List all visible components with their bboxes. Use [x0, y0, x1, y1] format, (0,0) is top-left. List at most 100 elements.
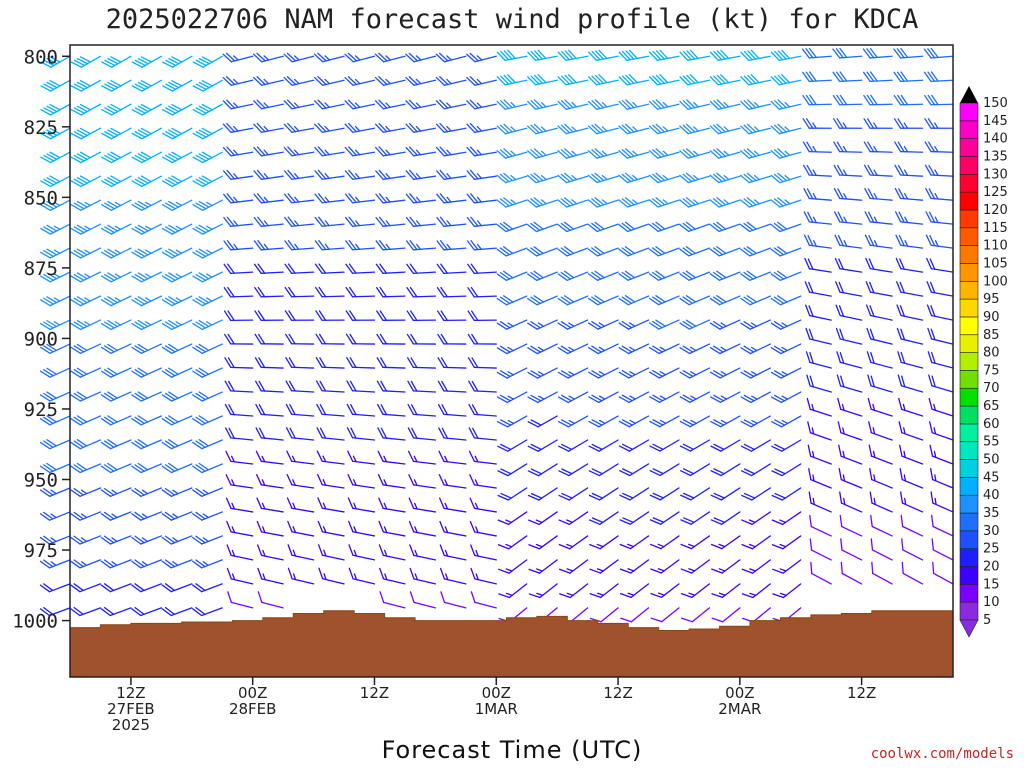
wind-barb [588, 511, 619, 525]
wind-barb [770, 295, 802, 306]
wind-barb [39, 367, 71, 378]
wind-barb [131, 199, 162, 211]
wind-barb [39, 487, 71, 497]
wind-barb [161, 415, 193, 426]
wind-barb [929, 467, 954, 489]
wind-barb [161, 559, 193, 569]
colorbar-label: 145 [983, 114, 1008, 129]
wind-barb [222, 76, 254, 86]
wind-barb [466, 240, 497, 251]
wind-barb [839, 491, 863, 513]
wind-barb [618, 99, 650, 110]
colorbar-label: 10 [983, 595, 1000, 610]
wind-barb [405, 146, 437, 157]
wind-barb [740, 49, 771, 61]
wind-barb [346, 380, 376, 393]
wind-barb [648, 246, 680, 257]
wind-barb [439, 497, 467, 513]
wind-barb [923, 47, 954, 59]
wind-barb [70, 462, 102, 474]
wind-barb [679, 74, 711, 86]
wind-barb [192, 583, 223, 593]
wind-barb [345, 263, 376, 274]
wind-barb [930, 491, 954, 513]
wind-barb [588, 439, 619, 452]
wind-barb [901, 561, 924, 585]
wind-barb [926, 257, 954, 273]
wind-barb [931, 514, 954, 537]
wind-barb [405, 99, 437, 110]
wind-barb [496, 246, 528, 257]
colorbar-bottom-arrow [959, 619, 979, 638]
wind-barb [925, 234, 954, 249]
wind-barb [557, 367, 589, 379]
wind-barb [192, 415, 223, 426]
wind-barb [131, 55, 162, 68]
wind-barb [254, 286, 284, 298]
wind-barb [435, 52, 467, 63]
wind-barb [864, 234, 893, 249]
wind-barb [620, 607, 650, 623]
wind-barb [254, 357, 284, 369]
wind-barb [709, 49, 741, 61]
wind-barb [709, 367, 741, 379]
wind-barb [619, 511, 650, 525]
wind-barb [226, 544, 254, 561]
wind-barb [894, 187, 924, 201]
wind-barb [100, 391, 132, 402]
wind-barb [927, 327, 954, 345]
wind-barb [868, 444, 893, 465]
wind-barb [347, 497, 376, 513]
wind-barb [346, 427, 376, 441]
wind-barb [648, 172, 680, 184]
wind-barb [806, 397, 832, 417]
wind-barb [649, 535, 680, 550]
wind-barb [100, 535, 132, 545]
wind-barb [649, 415, 680, 428]
wind-barb [162, 127, 193, 140]
wind-barb [497, 415, 528, 428]
wind-barb [192, 439, 223, 450]
wind-barb [161, 199, 193, 211]
wind-barb [710, 391, 741, 403]
wind-barb [406, 333, 437, 345]
wind-barb [283, 52, 315, 63]
wind-barb [648, 74, 680, 86]
wind-barb [649, 487, 680, 501]
wind-barb [589, 535, 619, 550]
wind-barb [408, 474, 437, 489]
wind-barb [70, 271, 102, 283]
wind-barb [161, 391, 193, 402]
colorbar-label: 50 [983, 453, 1000, 468]
wind-barb [802, 71, 832, 83]
wind-barb [376, 357, 406, 369]
wind-barb [376, 333, 406, 345]
wind-barb [192, 343, 223, 354]
wind-barb [932, 561, 954, 585]
wind-barb [557, 49, 589, 61]
wind-barb [407, 403, 437, 417]
wind-barb [833, 187, 863, 201]
wind-barb [256, 474, 284, 489]
wind-barb [192, 175, 223, 188]
wind-barb [618, 439, 650, 452]
wind-barb [557, 415, 589, 428]
wind-barb [192, 79, 223, 92]
wind-barb [527, 415, 558, 428]
wind-barb [838, 444, 863, 465]
wind-barb [526, 172, 558, 184]
wind-barb [131, 391, 162, 402]
wind-barb [192, 462, 223, 474]
wind-barb [131, 343, 162, 354]
wind-barb [70, 127, 102, 140]
colorbar-label: 65 [983, 399, 1000, 414]
wind-barb [470, 544, 497, 561]
y-tick-label: 800 [24, 46, 58, 68]
wind-barb [70, 319, 102, 331]
wind-barb [436, 263, 467, 274]
wind-barb [39, 583, 71, 593]
wind-barb [100, 271, 132, 283]
wind-barb [39, 535, 71, 545]
wind-barb [679, 367, 711, 379]
